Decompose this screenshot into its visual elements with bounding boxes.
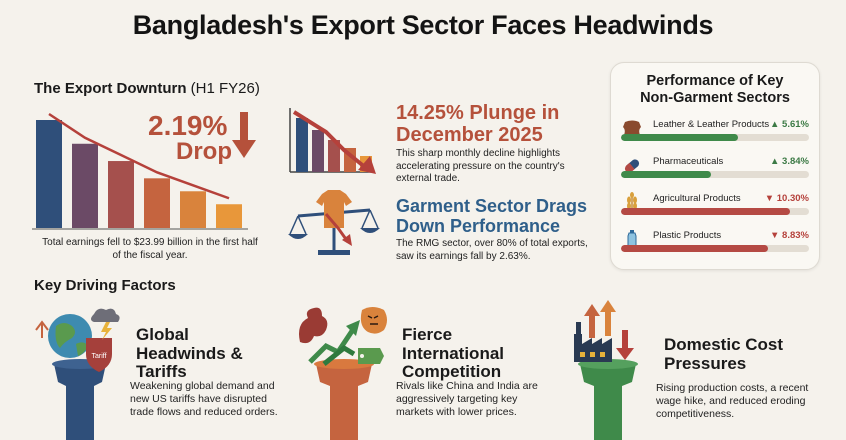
downturn-bars-svg [32,112,248,230]
sectors-panel-title: Performance of Key Non-Garment Sectors [640,73,790,107]
sector-bar-track [621,244,809,252]
pedestal-shape [316,364,372,440]
sector-bar-fill [621,244,768,252]
sector-bar-track [621,133,809,141]
pill-capsule-icon [621,155,643,182]
sector-bar-fill [621,170,712,178]
garment-headline: Garment Sector Drags Down Performance [396,196,588,237]
tiger-icon [360,307,387,334]
sector-name: Pharmaceuticals [653,155,724,167]
down-arrow-icon [616,348,634,360]
sector-change: ▼ 10.30% [764,192,809,204]
price-tag-icon [358,348,384,364]
sector-bar-fill [621,207,791,215]
drop-label: Drop [176,138,232,165]
up-arrow-icon [584,304,600,316]
down-arrow-icon [232,112,256,165]
garment-scale-icon [288,188,380,263]
downturn-bar [72,143,98,228]
sector-change: ▲ 5.61% [770,118,809,130]
sector-name: Plastic Products [653,229,722,241]
competition-illustration [292,302,396,440]
factor-title-competition: Fierce International Competition [402,325,505,382]
garment-body: The RMG sector, over 80% of total export… [396,238,588,262]
plunge-chart-icon [286,104,378,181]
page-title: Bangladesh's Export Sector Faces Headwin… [132,10,714,40]
factor-title-global: Global Headwinds & Tariffs [136,325,243,382]
plunge-body: This sharp monthly decline highlights ac… [396,148,565,184]
pedestal-shape [580,364,636,440]
factor-body-global: Weakening global demand and new US tarif… [130,380,278,418]
pedestal-shape [54,364,106,440]
dragon-icon [299,307,328,344]
global-tariffs-illustration: Tariff [28,302,132,440]
downturn-bar [108,161,134,228]
downturn-heading-suffix: (H1 FY26) [190,80,260,97]
downturn-bar [216,204,242,228]
factors-heading: Key Driving Factors [34,277,176,294]
sector-bar-fill [621,133,738,141]
sector-change: ▲ 3.84% [770,155,809,167]
downturn-heading: The Export Downturn (H1 FY26) [34,80,260,97]
sector-name: Leather & Leather Products [653,118,770,130]
sector-row: Plastic Products ▼ 8.83% [619,227,809,264]
downturn-bar-chart [30,102,255,230]
downturn-heading-text: The Export Downturn [34,80,187,97]
downturn-trend-line [48,112,230,200]
factor-body-domestic: Rising production costs, a recent wage h… [656,382,809,420]
leather-hide-icon [621,118,643,145]
sector-name: Agricultural Products [653,192,741,204]
sector-row: Agricultural Products ▼ 10.30% [619,190,809,227]
domestic-cost-illustration [556,300,660,440]
downturn-bar [144,178,170,228]
factor-title-domestic: Domestic Cost Pressures [664,335,784,373]
downturn-caption: Total earnings fell to $23.99 billion in… [42,237,258,261]
storm-cloud-icon [91,308,120,322]
sector-bar-track [621,170,809,178]
downturn-bar [36,120,62,228]
sectors-panel: Performance of Key Non-Garment Sectors L… [610,62,820,270]
sector-bar-track [621,207,809,215]
sector-change: ▼ 8.83% [770,229,809,241]
shield-label: Tariff [91,353,106,360]
drop-percentage: 2.19% [148,110,228,141]
sector-row: Pharmaceuticals ▲ 3.84% [619,153,809,190]
lightning-icon [101,322,112,340]
downturn-bar [180,191,206,228]
sector-row: Leather & Leather Products ▲ 5.61% [619,116,809,153]
factory-icon [574,334,612,362]
rising-arrow-icon [308,326,357,364]
sector-list: Leather & Leather Products ▲ 5.61% Pharmac… [611,116,819,264]
plunge-headline: 14.25% Plunge in December 2025 [396,102,560,147]
factor-body-competition: Rivals like China and India are aggressi… [396,380,538,418]
tariff-shield-icon [86,338,112,372]
